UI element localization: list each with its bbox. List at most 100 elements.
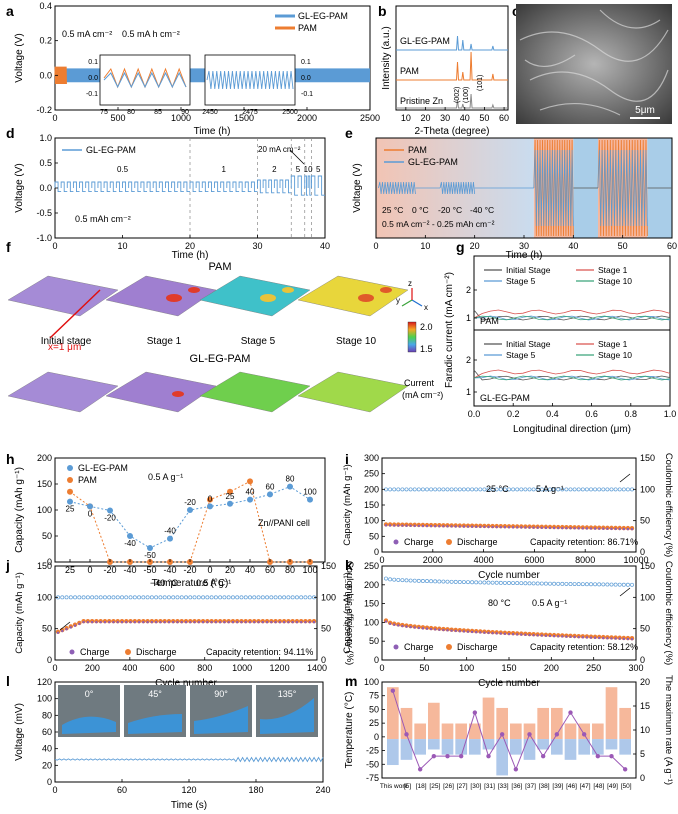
charge-point — [417, 626, 420, 630]
legend-marker-charge — [393, 644, 399, 650]
ce-point — [457, 580, 462, 584]
charge-point — [614, 637, 617, 640]
legend-marker-discharge — [446, 644, 452, 650]
ce-point — [420, 579, 425, 583]
point-label: 25 — [66, 505, 75, 514]
panel-l-y-tick-label: 40 — [42, 744, 52, 754]
panel-m-y-tick-label: 0 — [374, 732, 379, 742]
panel-k-xlabel: Cycle number — [478, 678, 540, 689]
capacity-arrow — [59, 621, 71, 631]
charge-point — [516, 633, 519, 636]
panel-j-y-tick-label: 50 — [42, 624, 52, 634]
ce-point — [107, 595, 112, 600]
ce-point — [617, 487, 622, 492]
ce-point — [239, 595, 244, 600]
charge-point — [384, 524, 388, 527]
charge-point — [511, 633, 515, 636]
panel-e-legend-gl: GL-EG-PAM — [408, 157, 458, 167]
ce-point — [416, 487, 421, 492]
ce-point — [269, 595, 274, 600]
panel-b-peak-101: (101) — [477, 75, 484, 91]
ce-point — [498, 580, 503, 585]
ce-point — [437, 579, 442, 584]
bar-temp-low — [578, 739, 590, 755]
bar-temp-high — [564, 723, 577, 740]
legend-label-stage: Stage 5 — [506, 276, 536, 286]
panel-a-condition-capacity: 0.5 mA h cm⁻² — [122, 29, 180, 39]
panel-e-x-tick-label: 0 — [373, 241, 378, 251]
panel-letter-i: i — [345, 451, 349, 467]
panel-i-cond-temp: 25 °C — [486, 484, 509, 494]
panel-h-x-tick-label: -50 — [143, 565, 156, 575]
charge-point — [413, 524, 416, 528]
ce-point — [137, 595, 142, 600]
panel-h-x-tick-label: 0 — [87, 565, 92, 575]
panel-k-y2-tick-label: 50 — [640, 624, 650, 634]
panel-g-y-tick-label: 1 — [466, 313, 471, 323]
charge-point — [577, 635, 580, 639]
charge-point — [189, 620, 192, 624]
bar-temp-low — [469, 739, 481, 755]
charge-point — [450, 525, 453, 528]
panel-a-x-tick-label: 2500 — [360, 113, 380, 123]
panel-m-y2label: The maximum rate (A g⁻¹) — [663, 675, 674, 785]
ce-point — [535, 581, 540, 586]
panel-d-x-tick-label: 20 — [185, 241, 195, 251]
panel-j-x-tick-label: 1400 — [307, 663, 327, 673]
rate-label: 0.5 — [117, 165, 129, 174]
bar-temp-low — [455, 739, 467, 755]
panel-i-legend-charge: Charge — [404, 537, 434, 547]
panel-g-sub-pam: PAM — [480, 316, 499, 326]
legend-label-stage: Stage 1 — [598, 265, 628, 275]
faradic-curve — [473, 375, 671, 381]
charge-point — [417, 524, 420, 528]
gl-point — [87, 503, 93, 510]
ce-point — [466, 580, 470, 585]
panel-k-x-tick-label: 200 — [544, 663, 559, 673]
panel-j-y2-tick-label: 150 — [321, 561, 336, 571]
charge-point — [589, 636, 593, 639]
panel-h-condition: 0.5 A g⁻¹ — [148, 472, 183, 482]
ce-point — [621, 582, 626, 587]
panel-e-x-tick-label: 10 — [420, 241, 430, 251]
ce-point — [248, 595, 252, 600]
ce-point — [166, 595, 171, 600]
faradic-curve — [473, 309, 671, 321]
gl-cycle-segment — [378, 181, 416, 195]
charge-point — [442, 628, 445, 632]
bar-temp-low — [537, 739, 549, 750]
ce-point — [437, 487, 442, 492]
ce-point — [243, 595, 248, 600]
panel-g-ylabel: Faradic current (mA cm⁻²) — [444, 272, 455, 388]
panel-k-cond-temp: 80 °C — [488, 598, 511, 608]
legend-marker-charge — [393, 539, 399, 545]
charge-point — [454, 629, 457, 633]
ce-point — [613, 487, 618, 492]
category-label: [5] — [404, 783, 411, 790]
inset2-y-tick-label: -0.1 — [301, 91, 313, 98]
panel-b-peak-100: (100) — [463, 87, 470, 103]
ce-point — [392, 487, 397, 492]
panel-k-y-tick-label: 100 — [364, 617, 379, 627]
ce-point — [235, 595, 240, 600]
charge-point — [573, 635, 576, 639]
panel-letter-l: l — [6, 673, 10, 689]
panel-g-x-tick-label: 0.4 — [546, 409, 559, 419]
ce-point — [416, 578, 421, 583]
charge-point — [82, 620, 85, 624]
ce-point — [260, 595, 265, 600]
panel-i-ylabel: Capacity (mAh g⁻¹) — [342, 464, 353, 546]
category-label: [25] — [429, 783, 440, 790]
ce-point — [597, 487, 602, 492]
bar-temp-high — [455, 723, 467, 740]
charge-point — [552, 634, 556, 638]
panel-a-x-tick-label: 0 — [52, 113, 57, 123]
hotspot — [166, 294, 182, 302]
panel-g-x-tick-label: 1.0 — [664, 409, 677, 419]
panel-h-x-tick-label: 25 — [65, 565, 75, 575]
panel-letter-e: e — [345, 125, 353, 141]
ce-point — [94, 595, 99, 600]
panel-k-y-tick-label: 50 — [369, 636, 379, 646]
ce-point — [384, 576, 388, 581]
bar-temp-low — [428, 739, 440, 750]
